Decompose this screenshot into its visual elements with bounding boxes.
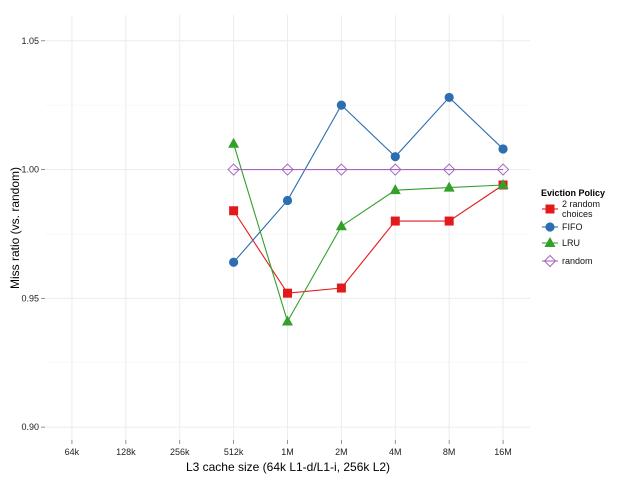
legend-item-random: random [542,254,593,268]
data-point-2-random-choices [444,216,454,226]
y-tick-label: 0.95 [21,293,39,303]
data-point-random [227,163,240,176]
data-point-2-random-choices [336,283,346,293]
data-point-2-random-choices [229,206,239,216]
data-point-random [281,163,294,176]
y-axis-title: Miss ratio (vs. random) [8,167,22,289]
axis-ticks: 0.90 0.95 1.00 1.05 64k 128k 256k 512k 1M 2M 4M 8M 1… [21,36,511,457]
data-point-fifo [336,100,346,110]
series-line-fifo [233,96,504,263]
x-tick-label: 256k [170,447,190,457]
data-point-fifo [282,195,293,206]
data-point-lru [497,179,509,189]
y-tick-label: 0.90 [21,422,39,432]
legend-item-lru: LRU [542,237,580,248]
data-point-fifo [390,152,400,162]
x-tick-label: 4M [389,447,402,457]
legend-key-marker [545,204,555,214]
x-tick-label: 1M [281,447,294,457]
x-tick-label: 16M [494,447,512,457]
series-line-2-random-choices [233,184,504,294]
x-tick-label: 128k [116,447,136,457]
legend-label: LRU [562,238,580,248]
x-tick-label: 8M [443,447,456,457]
y-tick-label: 1.05 [21,36,39,46]
data-point-2-random-choices [283,288,292,298]
y-tick-label: 1.00 [21,165,39,175]
grid [45,15,530,440]
data-point-2-random-choices [390,216,400,226]
data-point-fifo [229,257,239,267]
data-point-lru [228,137,240,148]
legend-key-marker [543,254,557,268]
data-point-lru [443,181,455,192]
x-tick-label: 64k [65,447,80,457]
legend-label: choices [562,209,593,219]
data-point-lru [282,315,293,326]
data-point-lru [389,184,401,195]
legend-label: FIFO [562,222,583,232]
data-point-random [496,163,510,176]
legend-key-marker [544,237,556,247]
x-tick-label: 512k [224,447,244,457]
legend-item-fifo: FIFO [542,222,583,232]
data-point-random [442,163,456,176]
series-line-lru [233,143,504,323]
data-point-random [389,163,402,176]
legend-label: random [562,256,593,266]
x-axis-title: L3 cache size (64k L1-d/L1-i, 256k L2) [186,460,390,474]
data-point-fifo [444,92,454,103]
legend-key-marker [545,222,555,232]
data-point-random [335,163,348,176]
data-point-lru [335,220,347,231]
x-tick-label: 2M [335,447,348,457]
data-point-fifo [498,144,508,154]
legend-title: Eviction Policy [541,188,605,198]
legend-label: 2 random [562,199,600,209]
series [227,92,510,326]
